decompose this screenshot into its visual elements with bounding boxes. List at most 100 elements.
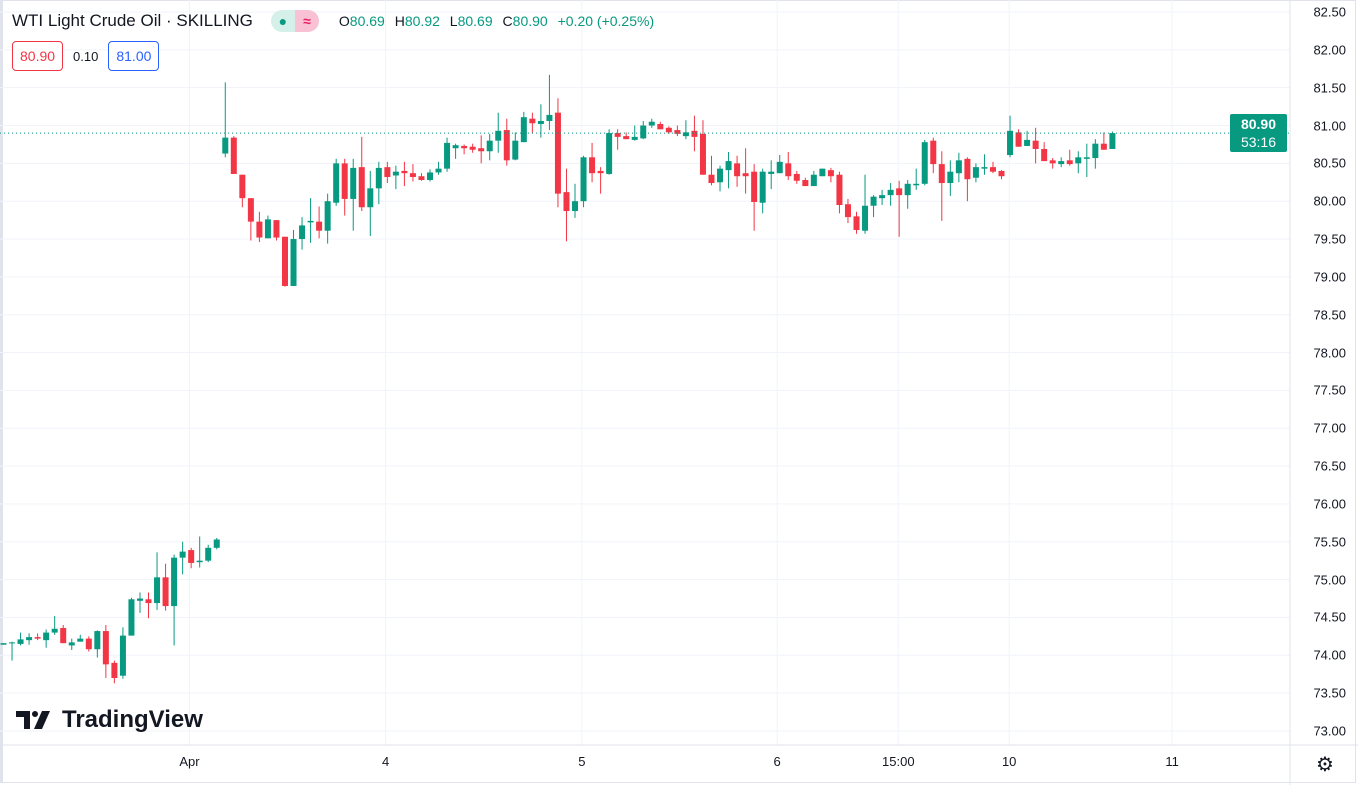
candle-up (768, 160, 775, 190)
candle-up (324, 193, 331, 244)
candle-down (1032, 127, 1039, 164)
candle-body (981, 167, 988, 169)
buy-button[interactable]: 81.00 (108, 41, 160, 71)
candle-up (682, 120, 689, 140)
low-value: 80.69 (457, 13, 493, 29)
candle-down (708, 155, 715, 186)
candle-up (51, 615, 58, 635)
candle-body (128, 599, 135, 636)
candle-body (947, 171, 954, 184)
candle-body (9, 642, 16, 644)
price-tick-label: 82.50 (1313, 4, 1346, 20)
candle-body (1007, 130, 1014, 156)
candle-up (972, 163, 979, 183)
candle-body (606, 133, 613, 174)
tradingview-logo[interactable]: TradingView (16, 706, 203, 734)
candle-body (427, 172, 433, 181)
time-tick-label: Apr (179, 754, 200, 769)
candle-body (392, 171, 399, 176)
sell-button[interactable]: 80.90 (12, 41, 64, 71)
candle-body (853, 216, 860, 230)
status-pill[interactable]: ● ≈ (270, 10, 319, 32)
candle-body (631, 136, 638, 140)
candle-up (1092, 139, 1099, 169)
candle-down (614, 129, 621, 150)
candle-up (0, 643, 7, 645)
open-value: 80.69 (349, 13, 385, 29)
candle-up (367, 170, 374, 237)
candle-body (299, 225, 306, 240)
candle-up (520, 111, 527, 143)
settings-gear-icon[interactable]: ⚙ (1316, 754, 1334, 776)
price-tick-label: 81.50 (1313, 80, 1346, 96)
candle-up (68, 638, 75, 650)
candle-up (26, 633, 33, 645)
time-tick-label: 11 (1165, 754, 1179, 769)
candle-down (341, 158, 348, 216)
candle-body (572, 201, 579, 212)
candle-down (802, 177, 809, 187)
candle-up (648, 118, 655, 128)
candle-body (537, 120, 544, 125)
candle-down (529, 112, 536, 134)
candle-down (1100, 132, 1107, 150)
chart-legend: WTI Light Crude Oil · SKILLING ● ≈ O80.6… (12, 10, 654, 32)
candle-up (196, 536, 203, 568)
candle-down (589, 142, 596, 183)
candle-body (119, 635, 126, 676)
candle-up (1024, 130, 1031, 146)
candle-body (879, 195, 886, 199)
candle-body (930, 140, 937, 165)
price-tick-label: 74.50 (1313, 609, 1346, 625)
price-tick-label: 82.00 (1313, 42, 1346, 58)
candle-down (1041, 142, 1048, 162)
candle-body (452, 145, 459, 149)
candle-body (776, 161, 783, 174)
price-tick-label: 75.00 (1313, 572, 1346, 588)
candle-body (77, 638, 84, 642)
candle-down (409, 164, 416, 182)
candle-down (503, 118, 510, 166)
candle-down (1066, 149, 1073, 166)
candle-body (188, 550, 195, 563)
candle-body (495, 130, 502, 141)
candle-body (623, 136, 630, 140)
candle-body (145, 599, 152, 604)
last-price-value: 80.90 (1240, 116, 1277, 132)
close-value: 80.90 (512, 13, 548, 29)
candle-body (887, 189, 894, 196)
candle-up (171, 554, 178, 646)
high-label: H (394, 13, 405, 29)
candle-up (879, 189, 886, 205)
candle-body (68, 642, 75, 646)
candle-down (418, 173, 425, 181)
candle-body (913, 183, 920, 186)
candle-body (384, 167, 391, 177)
change-value: +0.20 (+0.25%) (557, 13, 655, 29)
candle-body (989, 167, 996, 172)
candle-down (102, 625, 109, 678)
candle-body (810, 174, 817, 187)
candle-up (921, 139, 928, 186)
candle-body (870, 196, 877, 206)
candle-down (401, 161, 408, 187)
candle-up (350, 158, 357, 231)
candle-body (85, 638, 92, 650)
candle-down (111, 660, 118, 684)
candle-down (699, 120, 706, 175)
candle-body (648, 121, 655, 126)
candle-body (179, 551, 186, 558)
candle-up (631, 125, 638, 141)
candle-up (904, 180, 911, 209)
symbol-title[interactable]: WTI Light Crude Oil · SKILLING (12, 11, 253, 30)
candle-down (751, 164, 758, 231)
candle-down (461, 144, 468, 155)
candle-up (1058, 157, 1065, 168)
candle-down (162, 563, 169, 611)
price-tick-label: 76.50 (1313, 458, 1346, 474)
candle-up (427, 169, 433, 182)
candle-body (862, 205, 869, 231)
candle-body (640, 125, 647, 139)
candle-body (657, 124, 664, 130)
